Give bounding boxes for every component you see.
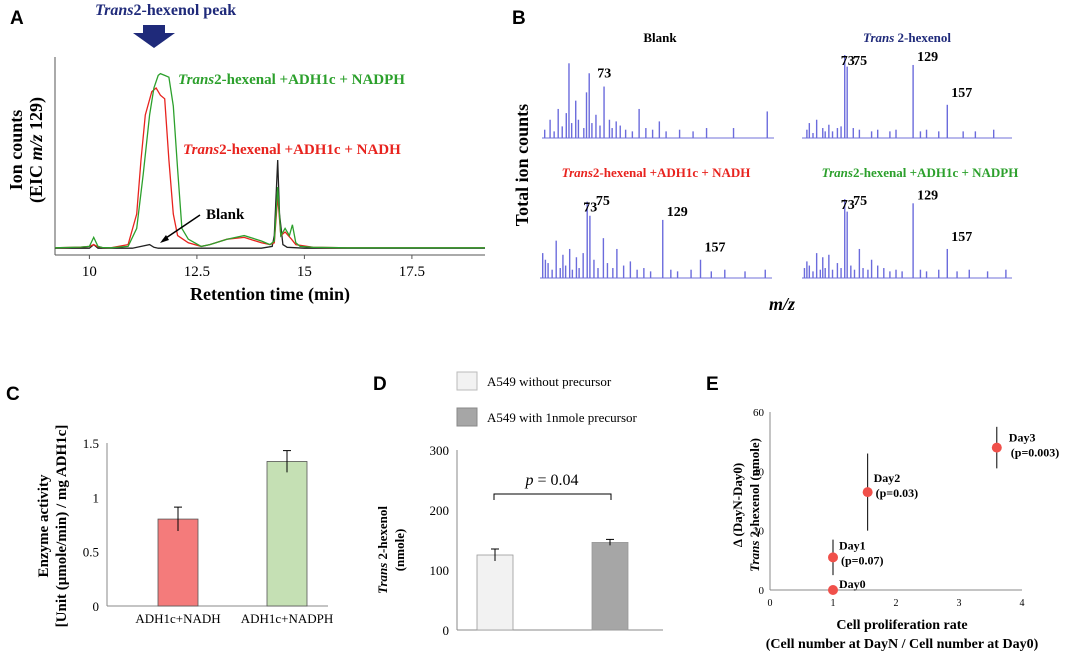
legend-swatch-with	[456, 407, 478, 427]
enzyme-x-tick-label: ADH1c+NADH	[135, 611, 220, 626]
scatter-y-tick-label: 20	[753, 526, 765, 538]
scatter-point-label: Day1	[839, 538, 866, 552]
scatter-x-tick-label: 2	[894, 598, 899, 609]
chromatogram-trace-nadh	[54, 87, 485, 249]
blank-trace-label: Blank	[206, 207, 245, 223]
enzyme-y-tick-label: 0	[93, 599, 100, 614]
spectrum-peak-label-nadh: 129	[667, 205, 688, 220]
chromatogram-xlabel: Retention time (min)	[190, 284, 350, 305]
scatter-point-day0	[828, 585, 838, 595]
nadph-trace-label: Trans2-hexenal +ADH1c + NADPH	[178, 72, 405, 88]
scatter-x-tick-label: 0	[768, 598, 773, 609]
scatter-point-label: Day2	[874, 471, 901, 485]
scatter-xlabel-2: (Cell number at DayN / Cell number at Da…	[766, 637, 1039, 652]
chromatogram-trace-blank	[55, 159, 485, 249]
hexenol-ylabel-1: Trans 2-hexenol	[375, 506, 390, 594]
chromatogram-x-tick-label: 17.5	[399, 264, 425, 280]
spectrum-peak-label-hexenol: 75	[853, 54, 867, 69]
spectrum-peak-label-nadph: 129	[917, 188, 938, 203]
scatter-ylabel-1: Δ (DayN-Day0)	[730, 463, 745, 547]
enzyme-y-tick-label: 1	[93, 490, 100, 505]
scatter-point-label: Day0	[839, 577, 866, 591]
scatter-point-day3	[991, 442, 1002, 453]
enzyme-ylabel-2: [Unit (μmole/min) / mg ADH1c]	[54, 425, 70, 628]
blank-pointer-line	[162, 214, 201, 241]
proliferation-scatter-chart: E Δ (DayN-Day0) Trans 2-hexenol (nmole) …	[706, 374, 1060, 652]
spectrum-peak-label-hexenol: 73	[841, 54, 855, 69]
spectrum-peak-label-nadph: 75	[853, 194, 867, 209]
spectrum-peak-label-nadh: 75	[596, 194, 610, 209]
legend-swatch-without	[456, 371, 478, 391]
scatter-point-label: Day3	[1009, 431, 1036, 445]
hexenol-y-tick-label: 100	[430, 563, 450, 578]
chromatogram-x-tick-label: 15	[297, 264, 312, 280]
chromatogram-x-tick-label: 10	[82, 264, 97, 280]
scatter-x-tick-label: 3	[957, 598, 962, 609]
p-value-annotation: p = 0.04	[524, 472, 578, 489]
panel-c: C Enzyme activity [Unit (μmole/min) / mg…	[0, 370, 345, 654]
peak-arrow-icon	[133, 25, 175, 48]
nadh-trace-label: Trans2-hexenal +ADH1c + NADH	[183, 142, 401, 158]
scatter-p-label: (p=0.03)	[876, 486, 919, 500]
hexenol-y-tick-label: 300	[430, 443, 450, 458]
panel-d: D A549 without precursor A549 with 1nmol…	[345, 360, 690, 654]
enzyme-y-tick-label: 1.5	[83, 436, 99, 451]
scatter-x-tick-label: 1	[831, 598, 836, 609]
scatter-point-day2	[862, 487, 873, 498]
spectra-ylabel: Total ion counts	[512, 104, 532, 226]
significance-bracket	[493, 493, 612, 500]
enzyme-bar-nadph	[266, 461, 308, 607]
scatter-point-day1	[828, 552, 838, 563]
scatter-p-label: (p=0.003)	[1011, 446, 1060, 460]
hexenol-y-tick-label: 200	[430, 503, 450, 518]
hexenol-bar-without-precursor	[476, 554, 514, 631]
legend-label-with: A549 with 1nmole precursor	[487, 410, 638, 425]
scatter-xlabel-1: Cell proliferation rate	[836, 618, 967, 633]
scatter-ylabel-2: Trans 2-hexenol (nmole)	[747, 438, 762, 572]
spectrum-title-nadph: Trans2-hexenal +ADH1c + NADPH	[822, 165, 1019, 180]
scatter-p-label: (p=0.07)	[841, 553, 884, 567]
hexenol-production-chart: D A549 without precursor A549 with 1nmol…	[373, 371, 663, 638]
spectrum-peak-label-hexenol: 157	[951, 86, 972, 101]
spectrum-title-blank: Blank	[643, 30, 677, 45]
panel-e: E Δ (DayN-Day0) Trans 2-hexenol (nmole) …	[690, 360, 1065, 654]
legend-label-without: A549 without precursor	[487, 374, 612, 389]
spectrum-title-hexenol: Trans 2-hexenol	[863, 30, 951, 45]
enzyme-ylabel-1: Enzyme activity	[36, 474, 52, 577]
spectrum-peak-label-nadph: 73	[841, 198, 855, 213]
chromatogram-chart: A Trans2-hexenol peak 10 12.5 15 17.5 Ion c…	[6, 2, 485, 305]
peak-title: Trans2-hexenol peak	[95, 2, 236, 19]
chromatogram-trace-nadph	[54, 72, 485, 249]
scatter-y-tick-label: 60	[753, 407, 765, 419]
mass-spectra-chart: B Total ion counts m/z Blank Trans 2-hex…	[512, 8, 1019, 314]
scatter-y-tick-label: 40	[753, 466, 765, 478]
spectrum-title-nadh: Trans2-hexenal +ADH1c + NADH	[562, 165, 751, 180]
panel-letter-a: A	[10, 8, 24, 29]
chromatogram-x-tick-label: 12.5	[184, 264, 210, 280]
enzyme-bar-nadh	[157, 518, 199, 607]
spectra-xlabel: m/z	[769, 294, 795, 314]
panel-letter-e: E	[706, 374, 719, 395]
panel-a: A Trans2-hexenol peak 10 12.5 15 17.5 Ion c…	[0, 0, 500, 320]
scatter-x-tick-label: 4	[1020, 598, 1025, 609]
chromatogram-ylabel-2: (EIC m/z 129)	[26, 97, 47, 203]
panel-letter-b: B	[512, 8, 526, 29]
hexenol-y-tick-label: 0	[443, 623, 450, 638]
chromatogram-ylabel-1: Ion counts	[6, 110, 26, 191]
hexenol-ylabel-2: (nmole)	[392, 529, 407, 572]
blank-pointer-arrow-icon	[160, 235, 169, 243]
spectrum-peak-label-nadh: 157	[705, 241, 726, 256]
spectrum-peak-label-blank: 73	[597, 66, 611, 81]
spectrum-peak-label-nadh: 73	[583, 201, 597, 216]
enzyme-y-tick-label: 0.5	[83, 545, 99, 560]
panel-letter-c: C	[6, 384, 20, 405]
panel-b: B Total ion counts m/z Blank Trans 2-hex…	[500, 0, 1065, 330]
enzyme-activity-chart: C Enzyme activity [Unit (μmole/min) / mg…	[6, 384, 334, 628]
panel-letter-d: D	[373, 374, 387, 395]
enzyme-x-tick-label: ADH1c+NADPH	[241, 611, 334, 626]
hexenol-bar-with-precursor	[591, 541, 629, 631]
scatter-y-tick-label: 0	[759, 585, 765, 597]
spectrum-peak-label-hexenol: 129	[917, 50, 938, 65]
spectrum-peak-label-nadph: 157	[951, 230, 972, 245]
